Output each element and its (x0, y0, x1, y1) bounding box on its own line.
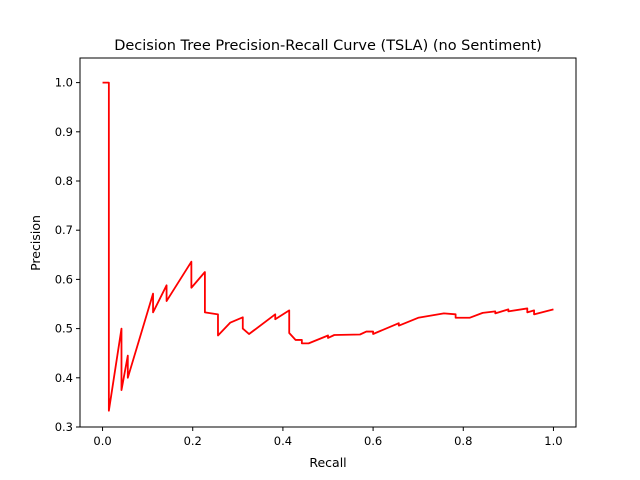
y-tick-label: 0.6 (55, 272, 73, 286)
series-line-0 (102, 81, 554, 412)
x-tick-label: 0.0 (93, 434, 111, 448)
y-tick-label: 0.8 (55, 174, 73, 188)
x-tick-label: 1.0 (544, 434, 562, 448)
x-axis-label: Recall (309, 455, 346, 470)
x-axis: 0.0 0.2 0.4 0.6 0.8 1.0 (93, 427, 563, 448)
y-tick-label: 0.7 (55, 223, 73, 237)
plot-area (102, 81, 554, 412)
y-tick-label: 0.5 (55, 322, 73, 336)
y-tick-label: 1.0 (55, 76, 73, 90)
x-tick-label: 0.2 (184, 434, 202, 448)
chart-title: Decision Tree Precision-Recall Curve (TS… (114, 38, 542, 54)
plot-frame (79, 57, 577, 428)
x-tick-label: 0.8 (454, 434, 472, 448)
y-tick-label: 0.9 (55, 125, 73, 139)
y-axis-label: Precision (28, 215, 43, 271)
y-tick-label: 0.4 (55, 371, 73, 385)
x-tick-label: 0.4 (274, 434, 292, 448)
y-tick-label: 0.3 (55, 420, 73, 434)
x-tick-label: 0.6 (364, 434, 382, 448)
y-axis: 0.3 0.4 0.5 0.6 0.7 0.8 0.9 1.0 (55, 76, 80, 434)
